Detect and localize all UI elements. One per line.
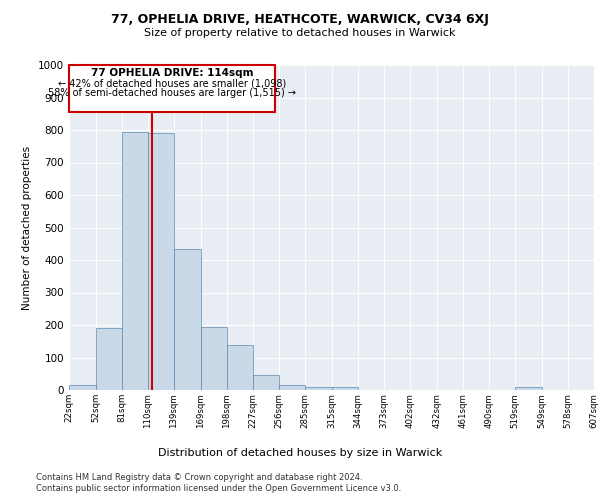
Bar <box>69 385 96 390</box>
Text: 77, OPHELIA DRIVE, HEATHCOTE, WARWICK, CV34 6XJ: 77, OPHELIA DRIVE, HEATHCOTE, WARWICK, C… <box>111 12 489 26</box>
Text: ← 42% of detached houses are smaller (1,098): ← 42% of detached houses are smaller (1,… <box>58 78 286 88</box>
Text: Distribution of detached houses by size in Warwick: Distribution of detached houses by size … <box>158 448 442 458</box>
Bar <box>227 344 253 390</box>
Bar <box>96 328 122 390</box>
Y-axis label: Number of detached properties: Number of detached properties <box>22 146 32 310</box>
Text: Size of property relative to detached houses in Warwick: Size of property relative to detached ho… <box>144 28 456 38</box>
Bar <box>253 376 279 390</box>
Text: 58% of semi-detached houses are larger (1,515) →: 58% of semi-detached houses are larger (… <box>48 88 296 99</box>
Bar <box>279 385 305 390</box>
Bar <box>148 133 174 390</box>
Bar <box>122 132 148 390</box>
Bar <box>332 387 358 390</box>
Bar <box>69 65 275 112</box>
Text: Contains public sector information licensed under the Open Government Licence v3: Contains public sector information licen… <box>36 484 401 493</box>
Text: 77 OPHELIA DRIVE: 114sqm: 77 OPHELIA DRIVE: 114sqm <box>91 68 253 78</box>
Bar <box>305 387 332 390</box>
Bar <box>174 248 201 390</box>
Bar <box>201 326 227 390</box>
Text: Contains HM Land Registry data © Crown copyright and database right 2024.: Contains HM Land Registry data © Crown c… <box>36 472 362 482</box>
Bar <box>515 387 542 390</box>
